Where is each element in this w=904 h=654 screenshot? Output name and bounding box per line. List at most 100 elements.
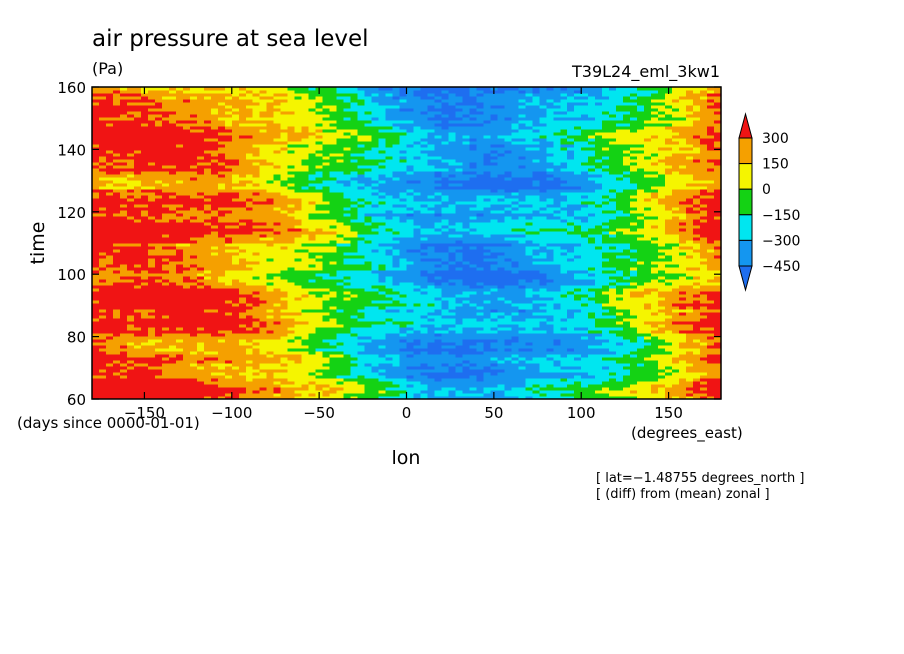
field-cell [217,279,226,283]
field-cell [679,309,687,313]
field-cell [385,231,394,235]
field-cell [483,318,491,322]
field-cell [630,387,638,391]
field-cell [630,360,638,364]
field-cell [567,390,575,394]
field-cell [609,303,617,307]
field-cell [168,309,177,313]
field-cell [287,234,296,238]
field-cell [203,309,212,313]
field-cell [175,381,184,385]
field-cell [308,291,317,295]
field-cell [399,240,408,244]
field-cell [238,261,247,265]
field-cell [343,342,352,346]
field-cell [644,324,652,328]
field-cell [406,366,415,370]
field-cell [644,315,652,319]
field-cell [623,252,631,256]
field-cell [602,345,610,349]
field-cell [476,327,484,331]
field-cell [399,321,408,325]
field-cell [462,318,470,322]
field-cell [448,297,457,301]
field-cell [231,369,240,373]
field-cell [273,258,282,262]
field-cell [434,258,443,262]
field-cell [252,255,261,259]
field-cell [266,276,275,280]
field-cell [441,378,450,382]
field-cell [434,321,443,325]
field-cell [588,303,596,307]
field-cell [651,291,659,295]
field-cell [308,300,317,304]
field-cell [714,267,722,271]
field-cell [133,285,142,289]
field-cell [686,321,694,325]
field-cell [462,294,470,298]
field-cell [476,261,484,265]
field-cell [175,354,184,358]
field-cell [700,330,708,334]
field-cell [252,312,261,316]
field-cell [259,339,268,343]
field-cell [497,270,505,274]
field-cell [287,318,296,322]
field-cell [301,369,310,373]
field-cell [532,375,540,379]
field-cell [665,351,673,355]
field-cell [644,258,652,262]
field-cell [672,366,680,370]
field-cell [280,264,289,268]
field-cell [182,282,191,286]
field-cell [343,309,352,313]
field-cell [462,246,470,250]
field-cell [525,324,533,328]
field-cell [154,300,163,304]
field-cell [175,363,184,367]
field-cell [532,282,540,286]
field-cell [707,276,715,280]
field-cell [126,369,135,373]
field-cell [427,312,436,316]
field-cell [133,378,142,382]
field-cell [609,252,617,256]
field-cell [245,348,254,352]
field-cell [273,342,282,346]
field-cell [434,243,443,247]
field-cell [217,243,226,247]
field-cell [490,246,498,250]
field-cell [511,342,519,346]
field-cell [308,342,317,346]
field-cell [189,249,198,253]
field-cell [343,354,352,358]
field-cell [92,306,100,310]
field-cell [546,336,554,340]
field-cell [245,396,254,400]
field-cell [448,363,457,367]
field-cell [546,255,554,259]
field-cell [259,279,268,283]
field-cell [679,366,687,370]
field-cell [532,276,540,280]
field-cell [98,357,107,361]
field-cell [574,342,582,346]
field-cell [602,261,610,265]
field-cell [553,348,561,352]
field-cell [301,342,310,346]
field-cell [574,327,582,331]
field-cell [700,342,708,346]
field-cell [567,267,575,271]
field-cell [658,351,666,355]
field-cell [714,369,722,373]
field-cell [238,345,247,349]
field-cell [336,324,345,328]
field-cell [350,294,359,298]
field-cell [392,354,401,358]
field-cell [336,303,345,307]
field-cell [126,306,135,310]
field-cell [385,333,394,337]
field-cell [448,351,457,355]
field-cell [378,324,387,328]
